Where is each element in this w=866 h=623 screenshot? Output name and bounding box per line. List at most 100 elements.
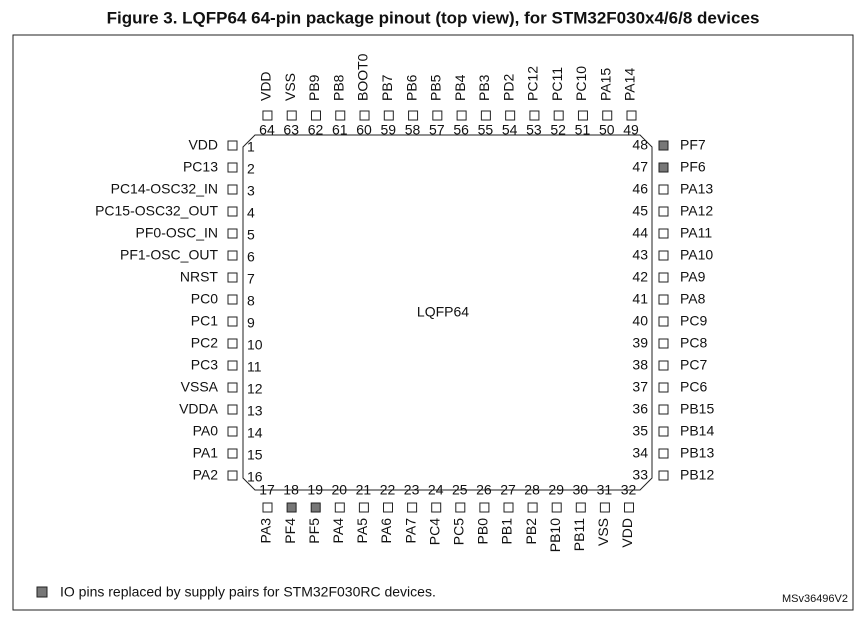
pin-name: PB2 [523,518,539,545]
pin-pad [658,228,669,239]
pin-pad [227,382,238,393]
pin-number: 44 [632,225,648,241]
legend-swatch [36,586,48,598]
pin-name: PB6 [403,74,419,101]
pin-name: PA12 [680,203,713,219]
pin-number: 14 [247,425,263,441]
pin-name: PB12 [680,467,714,483]
pin-pad [626,110,637,121]
pin-pad [227,162,238,173]
pin-name: PC8 [680,335,707,351]
pin-pad [658,250,669,261]
pin-number: 54 [502,122,518,138]
pin-name: PB11 [571,518,587,551]
pin-number: 36 [632,401,648,417]
pin-name: PF1-OSC_OUT [120,247,218,263]
pin-number: 7 [247,271,255,287]
pin-number: 35 [632,423,648,439]
pin-number: 37 [632,379,648,395]
pin-name: PC5 [451,518,467,545]
pin-number: 13 [247,403,263,419]
pin-number: 20 [332,482,348,498]
pin-number: 52 [550,122,566,138]
pin-name: PB13 [680,445,714,461]
pin-name: PF5 [306,518,322,544]
pin-number: 9 [247,315,255,331]
legend-text: IO pins replaced by supply pairs for STM… [60,584,436,600]
pin-name: BOOT0 [355,53,371,101]
pin-number: 11 [247,359,262,375]
pin-number: 27 [500,482,516,498]
pin-pad [407,502,418,513]
pin-pad [286,110,297,121]
pin-number: 6 [247,249,255,265]
pin-number: 23 [404,482,420,498]
package-label: LQFP64 [417,304,469,320]
pin-name: PF4 [282,518,298,544]
pin-number: 4 [247,205,255,221]
pin-pad [527,502,538,513]
pin-name: PC0 [191,291,218,307]
pin-name: VDD [258,71,274,101]
pin-name: PB3 [476,74,492,101]
pin-number: 30 [573,482,589,498]
pin-pad [658,404,669,415]
pin-name: PC3 [191,357,218,373]
pin-pad [227,448,238,459]
pin-number: 39 [632,335,648,351]
pin-name: PB5 [428,74,444,101]
pin-pad [529,110,540,121]
pin-name: PC15-OSC32_OUT [95,203,218,219]
pin-name: VDDA [179,401,219,417]
pin-pad [262,502,273,513]
pin-number: 63 [283,122,299,138]
pin-number: 58 [405,122,421,138]
pin-pad [479,502,490,513]
pin-number: 42 [632,269,648,285]
pin-name: PB4 [452,74,468,101]
pin-number: 25 [452,482,468,498]
pin-name: PC4 [426,518,442,545]
pin-number: 16 [247,469,263,485]
pin-number: 51 [575,122,591,138]
pin-pad [553,110,564,121]
pin-pad [227,404,238,415]
pin-number: 50 [599,122,615,138]
pin-pad [503,502,514,513]
pin-pad [658,316,669,327]
pin-pad [227,206,238,217]
pin-name: PA8 [680,291,706,307]
pin-number: 3 [247,183,255,199]
pin-pad [227,228,238,239]
pin-name: PA4 [330,518,346,544]
pin-pad [383,502,393,513]
pin-number: 43 [632,247,648,263]
pin-number: 46 [632,181,648,197]
pin-pad [262,110,273,121]
pin-pad [431,502,442,513]
pin-name: NRST [180,269,219,285]
pin-name: VDD [619,518,635,548]
pin-pad [358,502,369,513]
pin-pad [227,140,238,151]
pin-pad [408,110,419,121]
pin-number: 8 [247,293,255,309]
pin-name: PB15 [680,401,714,417]
figure-code: MSv36496V2 [782,593,848,605]
pin-number: 18 [283,482,299,498]
pin-number: 31 [597,482,613,498]
pin-name: PA7 [402,518,418,544]
pin-number: 56 [453,122,469,138]
pin-name: VSSA [181,379,219,395]
pin-name: PF6 [680,159,706,175]
pin-name: PA1 [193,445,219,461]
pin-name: PC12 [525,66,541,101]
pin-name: VSS [595,518,611,546]
pin-pad [658,382,669,393]
pin-number: 34 [632,445,648,461]
pin-pad [227,338,238,349]
pin-pad [505,110,516,121]
pin-pad [658,272,669,283]
pin-number: 26 [476,482,492,498]
pin-pad [334,502,345,513]
